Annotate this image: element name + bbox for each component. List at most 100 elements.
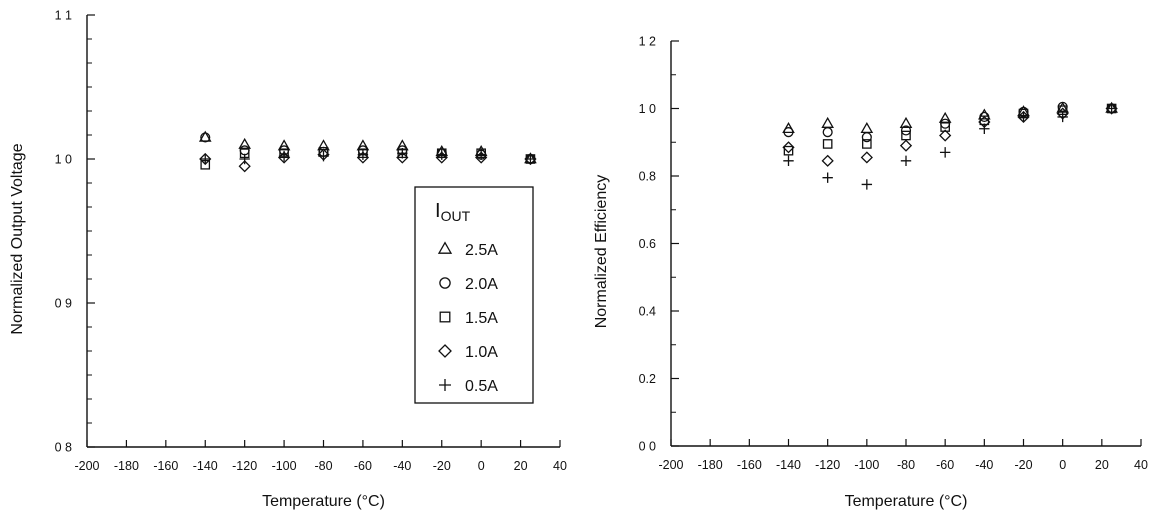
- legend-item: 1.5A: [439, 310, 498, 327]
- plus-marker: [979, 123, 990, 134]
- plus-marker: [397, 148, 408, 159]
- plus-marker: [1106, 103, 1117, 114]
- y-tick-label: 0.8: [639, 170, 656, 184]
- y-axis-title: Normalized Output Voltage: [9, 143, 26, 334]
- y-tick-label: 0.6: [639, 237, 656, 251]
- legend-label: 1.0A: [465, 344, 498, 361]
- series-0.5A: [783, 103, 1117, 190]
- plus-marker: [475, 149, 487, 160]
- circle-marker: [861, 132, 872, 143]
- plus-marker: [318, 150, 329, 162]
- diamond-marker: [782, 141, 795, 154]
- plus-marker: [861, 179, 873, 190]
- x-tick-label: -140: [193, 459, 218, 473]
- legend-label: 2.5A: [465, 242, 498, 259]
- legend-item: 2.5A: [437, 241, 498, 259]
- diamond-marker: [356, 151, 370, 164]
- plus-marker: [939, 147, 951, 158]
- diamond-marker: [821, 154, 834, 167]
- plus-marker: [436, 149, 447, 160]
- y-axis-title: Normalized Efficiency: [593, 175, 610, 329]
- diamond-marker: [396, 151, 409, 164]
- x-tick-label: 40: [553, 459, 567, 473]
- triangle-marker: [860, 121, 874, 134]
- x-tick-label: -140: [776, 458, 801, 472]
- plus-marker: [1018, 111, 1029, 123]
- plus-marker: [278, 150, 290, 162]
- x-tick-label: -120: [232, 459, 257, 473]
- x-tick-label: -40: [975, 458, 993, 472]
- y-tick-label: 1 0: [639, 102, 656, 116]
- plus-marker: [357, 149, 369, 160]
- y-tick-label: 1 0: [55, 153, 72, 167]
- circle-marker: [239, 145, 250, 156]
- x-tick-label: -180: [114, 459, 139, 473]
- diamond-marker: [435, 151, 448, 164]
- plus-marker: [783, 155, 794, 167]
- triangle-marker: [978, 108, 991, 120]
- square-marker: [862, 139, 872, 149]
- legend-box: [414, 186, 534, 404]
- triangle-marker: [821, 116, 834, 128]
- legend-item: 2.0A: [439, 276, 498, 293]
- x-tick-label: -180: [698, 458, 723, 472]
- plus-marker: [200, 153, 211, 165]
- diamond-marker: [899, 139, 913, 152]
- plus-marker: [1057, 111, 1068, 123]
- legend-label: 1.5A: [465, 310, 498, 327]
- x-tick-label: -20: [433, 459, 451, 473]
- y-tick-label: 0 0: [639, 440, 656, 454]
- triangle-marker: [899, 116, 913, 128]
- x-tick-label: -200: [658, 458, 683, 472]
- x-tick-label: -200: [74, 459, 99, 473]
- square-marker: [783, 145, 794, 156]
- legend-item: 1.0A: [438, 344, 498, 361]
- x-tick-label: -160: [737, 458, 762, 472]
- circle-marker: [822, 127, 833, 138]
- diamond-marker: [939, 129, 952, 142]
- x-axis-title: Temperature (°C): [845, 493, 968, 510]
- circle-marker: [783, 127, 794, 138]
- y-tick-label: 0.4: [639, 305, 656, 319]
- series-1.0A: [782, 102, 1118, 167]
- x-tick-label: -100: [272, 459, 297, 473]
- series-0.5A: [200, 148, 536, 165]
- x-tick-label: -120: [815, 458, 840, 472]
- diamond-marker: [238, 160, 251, 173]
- diamond-legend-icon: [438, 344, 452, 358]
- x-axis-title: Temperature (°C): [262, 493, 385, 510]
- y-tick-label: 0.2: [639, 372, 656, 386]
- x-tick-label: -60: [936, 458, 954, 472]
- legend-label: 0.5A: [465, 378, 498, 395]
- square-legend-icon: [439, 311, 451, 323]
- circle-marker: [900, 125, 912, 136]
- triangle-marker: [198, 130, 212, 142]
- plus-marker: [822, 172, 833, 183]
- diamond-marker: [860, 151, 873, 164]
- x-tick-label: 20: [514, 459, 528, 473]
- x-tick-label: 40: [1134, 458, 1148, 472]
- triangle-legend-icon: [437, 241, 453, 254]
- x-tick-label: 0: [1059, 458, 1066, 472]
- triangle-marker: [238, 137, 251, 149]
- chart-panel-2: -200 -180 -160 -140 -120 -100 -80 -60 -40 -20 0 20 4…: [593, 35, 1148, 511]
- x-tick-label: -80: [897, 458, 915, 472]
- plus-marker: [239, 153, 250, 165]
- x-tick-label: -40: [393, 459, 411, 473]
- x-tick-label: -20: [1014, 458, 1032, 472]
- series-1.0A: [199, 148, 537, 173]
- circle-marker: [200, 132, 211, 143]
- x-tick-label: 0: [478, 459, 485, 473]
- x-tick-label: -100: [854, 458, 879, 472]
- circle-marker: [940, 118, 951, 129]
- square-marker: [822, 139, 833, 149]
- x-tick-label: 20: [1095, 458, 1109, 472]
- circle-legend-icon: [439, 277, 451, 289]
- square-marker: [940, 122, 950, 132]
- x-tick-label: -60: [354, 459, 372, 473]
- legend-item: 0.5A: [439, 378, 498, 395]
- y-tick-label: 0 8: [55, 441, 72, 455]
- plus-marker: [900, 155, 912, 167]
- chart-panel-1: -200 -180 -160 -140 -120 -100 -80 -60 -40 -20 0 20 4…: [9, 9, 567, 511]
